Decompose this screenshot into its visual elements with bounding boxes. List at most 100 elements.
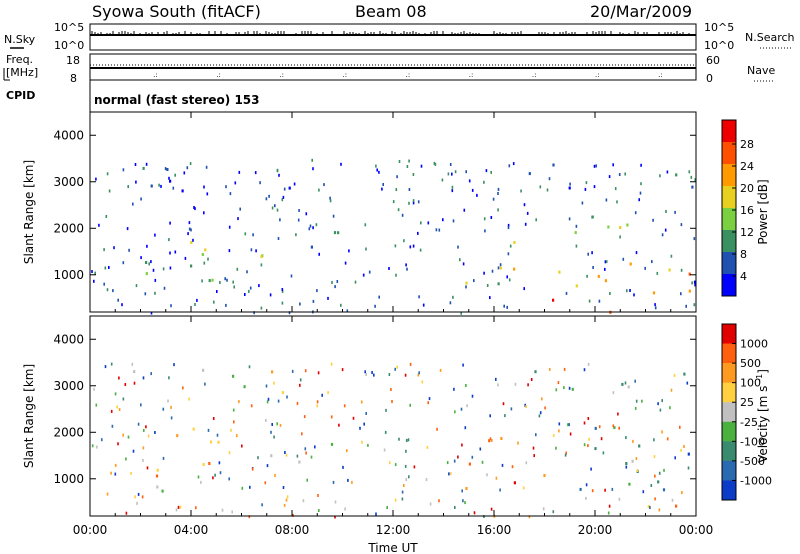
- echo-cell: [274, 474, 276, 477]
- beam-label: Beam 08: [355, 2, 427, 21]
- echo-cell: [434, 162, 437, 166]
- echo-cell: [348, 249, 350, 253]
- echo-cell: [110, 471, 112, 475]
- echo-cell: [204, 382, 206, 386]
- y-tick-label: 1000: [53, 268, 84, 282]
- echo-cell: [312, 299, 315, 303]
- echo-cell: [108, 266, 110, 269]
- echo-cell: [162, 456, 165, 460]
- power-colorbar-label: Power [dB]: [756, 179, 770, 244]
- echo-cell: [270, 454, 273, 458]
- echo-cell: [418, 295, 420, 299]
- echo-cell: [352, 416, 355, 420]
- echo-cell: [497, 187, 500, 191]
- colorbar-tick-label: 8: [740, 248, 747, 261]
- echo-cell: [122, 397, 125, 401]
- echo-cell: [604, 279, 607, 283]
- echo-cell: [454, 506, 456, 509]
- echo-cell: [569, 432, 572, 436]
- echo-cell: [403, 239, 405, 243]
- echo-cell: [481, 460, 484, 464]
- colorbar-swatch: [722, 230, 736, 253]
- echo-cell: [504, 414, 506, 418]
- echo-cell: [186, 166, 189, 170]
- echo-cell: [361, 440, 363, 444]
- echo-cell: [392, 200, 395, 204]
- velocity-colorbar-label-text: Velocity [m s: [756, 386, 770, 463]
- echo-cell: [298, 460, 301, 464]
- echo-cell: [112, 289, 114, 293]
- echo-cell: [631, 459, 634, 463]
- echo-cell: [126, 227, 129, 231]
- colorbar-tick-label: 12: [740, 226, 754, 239]
- echo-cell: [422, 303, 425, 307]
- echo-cell: [114, 463, 117, 467]
- y-tick-label: 2000: [53, 221, 84, 235]
- echo-cell: [140, 197, 142, 201]
- echo-cell: [441, 178, 444, 182]
- nsky-panel: N.Sky 10^5 10^0 10^5 10^0 N.Search: [4, 21, 795, 52]
- echo-cell: [208, 462, 211, 465]
- echo-cell: [661, 233, 664, 237]
- echo-cell: [230, 428, 232, 432]
- echo-cell: [169, 266, 172, 270]
- echo-cell: [535, 433, 537, 437]
- echo-cell: [233, 285, 235, 289]
- echo-cell: [170, 304, 172, 308]
- echo-cell: [226, 278, 228, 282]
- echo-cell: [586, 274, 588, 278]
- echo-cell: [403, 484, 405, 487]
- echo-cell: [524, 403, 526, 407]
- echo-cell: [249, 485, 251, 489]
- echo-cell: [312, 167, 314, 171]
- echo-cell: [154, 233, 156, 237]
- echo-cell: [279, 423, 282, 427]
- echo-cell: [638, 444, 641, 448]
- echo-cell: [600, 437, 603, 441]
- echo-cell: [228, 451, 231, 455]
- echo-cell: [598, 299, 601, 303]
- echo-cell: [277, 237, 280, 240]
- echo-cell: [142, 376, 145, 380]
- echo-cell: [522, 486, 525, 490]
- echo-cell: [461, 489, 463, 493]
- echo-cell: [607, 511, 610, 515]
- echo-cell: [497, 208, 499, 212]
- echo-cell: [464, 426, 467, 430]
- echo-cell: [634, 379, 636, 383]
- echo-cell: [170, 405, 172, 409]
- echo-cell: [196, 298, 198, 302]
- echo-cell: [94, 271, 96, 275]
- echo-cell: [625, 462, 628, 465]
- echo-cell: [526, 211, 529, 215]
- echo-cell: [495, 476, 498, 480]
- echo-cell: [683, 445, 685, 448]
- echo-cell: [279, 218, 281, 222]
- echo-cell: [508, 164, 511, 168]
- echo-cell: [607, 225, 610, 229]
- echo-cell: [365, 247, 367, 251]
- echo-cell: [184, 256, 187, 260]
- velocity-colorbar-label: Velocity [m s -1]: [755, 369, 770, 463]
- echo-cell: [170, 416, 173, 420]
- echo-cell: [137, 492, 140, 496]
- echo-cell: [304, 447, 307, 451]
- echo-cell: [616, 200, 618, 204]
- echo-cell: [133, 370, 136, 374]
- echo-cell: [150, 311, 153, 315]
- echo-cell: [244, 232, 247, 236]
- echo-cell: [421, 380, 424, 384]
- echo-cell: [433, 161, 436, 165]
- echo-cell: [541, 397, 543, 401]
- echo-cell: [528, 515, 531, 519]
- echo-cell: [375, 164, 377, 168]
- echo-cell: [653, 455, 656, 459]
- echo-cell: [374, 304, 376, 308]
- echo-cell: [693, 280, 696, 284]
- echo-cell: [662, 488, 666, 492]
- nsky-label: N.Sky: [4, 33, 36, 46]
- power-y-axis: 4000 3000 2000 1000: [53, 128, 696, 282]
- echo-cell: [502, 402, 505, 406]
- echo-cell: [514, 382, 517, 386]
- echo-cell: [169, 179, 172, 183]
